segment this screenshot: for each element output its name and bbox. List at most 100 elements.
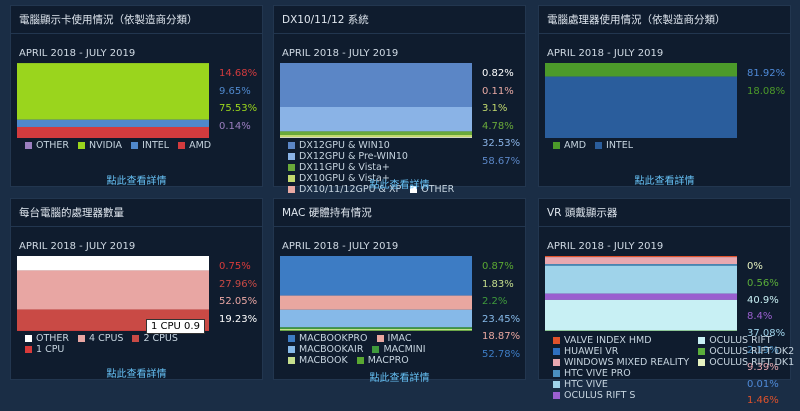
value-label: 0% [747, 261, 763, 272]
legend-label: MACMINI [383, 344, 426, 355]
legend-label: INTEL [606, 140, 634, 151]
legend-swatch [372, 346, 380, 353]
legend-item: AMD [553, 140, 586, 151]
legend-item: OTHER [25, 333, 69, 344]
legend-swatch [288, 335, 295, 342]
legend-label: HTC VIVE PRO [564, 368, 631, 379]
legend-item: OCULUS RIFT [698, 335, 794, 346]
panel: MAC 硬體持有情況 APRIL 2018 - JULY 2019 0.87% 1.8… [273, 198, 526, 384]
subtitle: APRIL 2018 - JULY 2019 [282, 241, 399, 252]
legend-label: MACBOOKAIR [299, 344, 364, 355]
value-label: 0.87% [482, 261, 514, 272]
value-label: 0.56% [747, 277, 779, 289]
panel-title: MAC 硬體持有情況 [282, 207, 372, 219]
details-link[interactable]: 點此查看詳情 [369, 180, 430, 191]
area-band [280, 327, 472, 329]
legend-item: MACBOOKPRO [288, 333, 368, 344]
legend-label: OCULUS RIFT DK1 [709, 357, 795, 368]
divider [11, 33, 262, 34]
value-label: 14.68% [219, 68, 258, 79]
legend-item: MACMINI [372, 344, 426, 355]
legend-label: VALVE INDEX HMD [564, 335, 652, 346]
panel-title: 電腦處理器使用情況（依製造商分類） [547, 14, 726, 26]
legend: VALVE INDEX HMD HUAWEI VR WINDOWS MIXED RE… [553, 335, 794, 401]
value-label: 18.08% [747, 85, 786, 97]
legend-label: INTEL [142, 140, 170, 151]
panel: VR 頭戴顯示器 APRIL 2018 - JULY 2019 0% 0.56% 40.… [538, 198, 794, 406]
area-band [280, 309, 472, 328]
value-label: 32.53% [482, 138, 521, 149]
value-label: 0.75% [219, 261, 251, 272]
legend: MACBOOKPRO IMAC MACBOOKAIR MACMINI MACBOOK MA… [288, 333, 498, 366]
legend-swatch [78, 142, 86, 149]
details-link[interactable]: 點此查看詳情 [369, 373, 430, 384]
area-chart [280, 256, 472, 331]
value-label: 9.65% [219, 85, 251, 97]
value-label: 2.19% [747, 345, 779, 356]
area-band [17, 63, 209, 120]
area-band [280, 131, 472, 135]
legend-item: DX10/11/12GPU & XP [288, 184, 401, 195]
panel: 電腦處理器使用情況（依製造商分類） APRIL 2018 - JULY 2019 8… [538, 5, 791, 187]
legend-item: OTHER [410, 184, 454, 195]
value-label: 52.78% [482, 348, 521, 360]
legend-swatch [698, 337, 706, 344]
legend-label: HTC VIVE [564, 379, 608, 390]
area-band [545, 256, 737, 258]
area-band [280, 295, 472, 310]
panel-title: DX10/11/12 系統 [282, 14, 369, 26]
value-label: 0.14% [219, 120, 251, 132]
legend-item: 4 CPUS [78, 333, 123, 344]
legend-label: 4 CPUS [89, 333, 124, 344]
value-label: 2.2% [482, 296, 508, 307]
subtitle: APRIL 2018 - JULY 2019 [547, 48, 664, 59]
value-label: 1.46% [747, 395, 779, 407]
legend-item: OCULUS RIFT S [553, 390, 689, 401]
value-label: 3.1% [482, 103, 508, 114]
subtitle: APRIL 2018 - JULY 2019 [19, 241, 136, 252]
panel: DX10/11/12 系統 APRIL 2018 - JULY 2019 0.82%… [273, 5, 526, 195]
details-link[interactable]: 點此查看詳情 [106, 176, 167, 187]
area-band [280, 256, 472, 296]
legend-label: DX12GPU & WIN10 [299, 140, 390, 151]
legend-item: DX12GPU & Pre-WIN10 [288, 151, 408, 162]
legend-swatch [288, 142, 295, 149]
legend-item: INTEL [131, 140, 169, 151]
legend-swatch [132, 335, 140, 342]
divider [274, 226, 525, 227]
legend-swatch [288, 164, 295, 171]
legend-swatch [376, 335, 384, 342]
legend-item: INTEL [595, 140, 633, 151]
legend-label: MACPRO [367, 355, 409, 366]
legend-swatch [553, 370, 560, 377]
value-label: 0.82% [482, 68, 514, 79]
area-band [545, 264, 737, 266]
legend-swatch [410, 186, 418, 193]
legend-item: AMD [178, 140, 211, 151]
legend-swatch [553, 359, 560, 366]
area-band [280, 330, 472, 331]
area-band [280, 106, 472, 132]
legend-swatch [698, 359, 706, 366]
legend: OTHER 4 CPUS 2 CPUS 1 CPU [25, 333, 235, 355]
area-band [545, 265, 737, 294]
details-link[interactable]: 點此查看詳情 [106, 369, 167, 380]
legend-label: IMAC [387, 333, 412, 344]
panel-title: VR 頭戴顯示器 [547, 207, 618, 219]
details-link[interactable]: 點此查看詳情 [634, 176, 695, 187]
panel-title: 電腦顯示卡使用情況（依製造商分類） [19, 14, 198, 26]
value-label: 9.39% [747, 361, 779, 373]
legend-item: HUAWEI VR [553, 346, 689, 357]
area-chart [545, 63, 737, 138]
legend-item: MACBOOK [288, 355, 348, 366]
divider [274, 33, 525, 34]
legend-label: AMD [189, 140, 212, 151]
value-label: 4.78% [482, 120, 514, 132]
legend-label: DX10GPU & Vista+ [299, 173, 390, 184]
legend-swatch [288, 175, 295, 182]
legend-label: MACBOOK [299, 355, 348, 366]
legend-swatch [553, 142, 560, 149]
value-label: 0.01% [747, 378, 779, 390]
value-label: 0.11% [482, 85, 514, 97]
value-label: 8.4% [747, 311, 773, 323]
